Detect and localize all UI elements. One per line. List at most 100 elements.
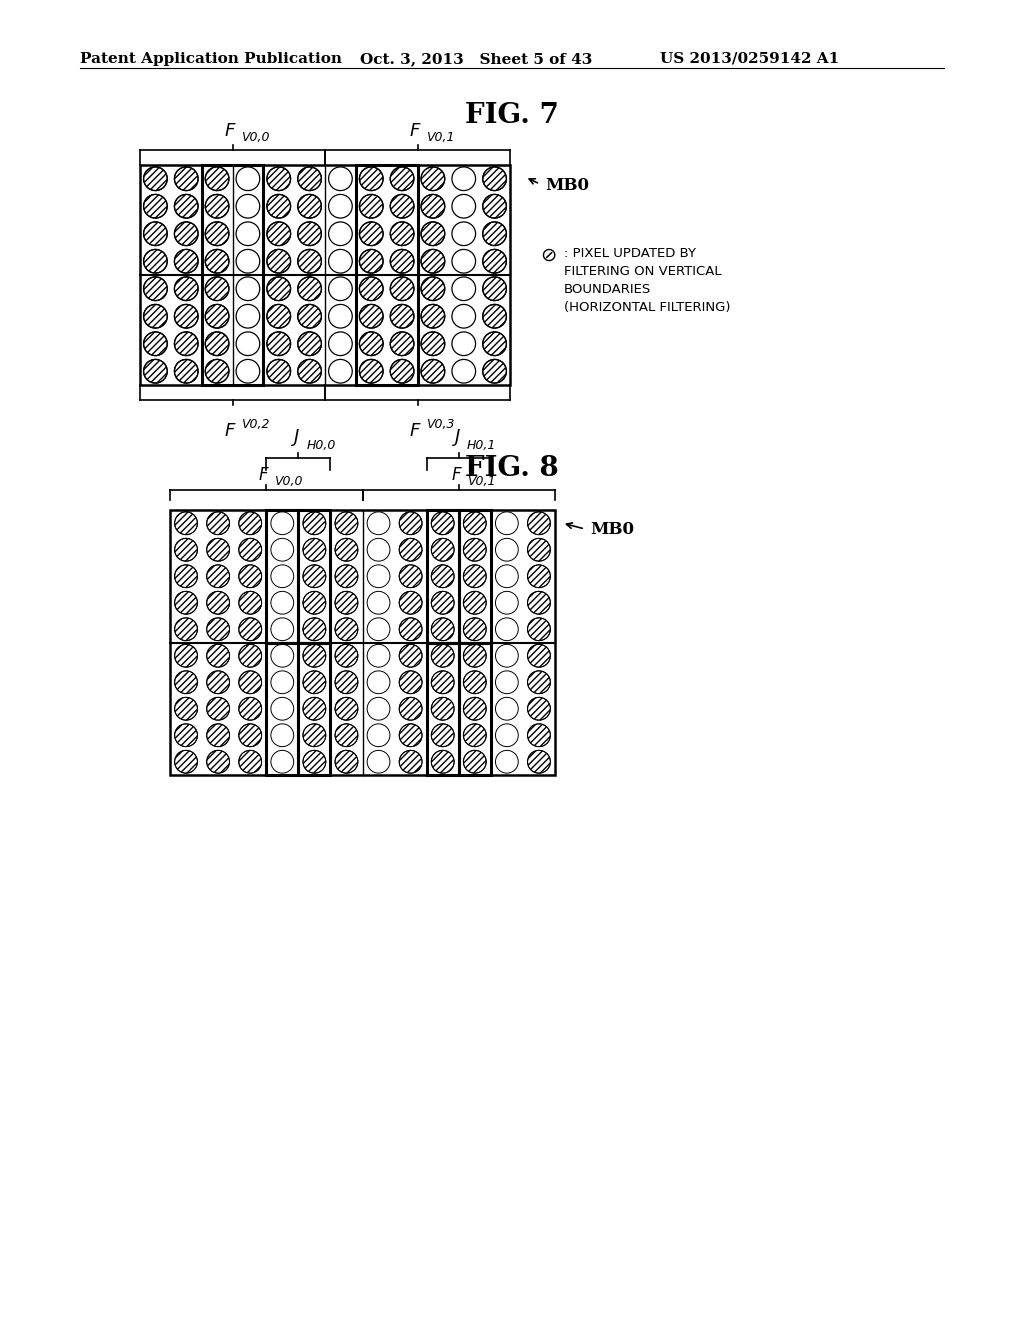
Text: US 2013/0259142 A1: US 2013/0259142 A1 — [660, 51, 840, 66]
Circle shape — [303, 750, 326, 774]
Circle shape — [390, 194, 414, 218]
Circle shape — [271, 591, 294, 614]
Circle shape — [303, 591, 326, 614]
Circle shape — [298, 222, 322, 246]
Circle shape — [452, 194, 475, 218]
Circle shape — [482, 331, 507, 355]
Circle shape — [175, 644, 198, 667]
Circle shape — [431, 723, 454, 747]
Text: V0,2: V0,2 — [242, 418, 270, 432]
Circle shape — [205, 359, 229, 383]
Circle shape — [174, 305, 198, 329]
Circle shape — [207, 671, 229, 693]
Circle shape — [464, 723, 486, 747]
Circle shape — [175, 512, 198, 535]
Text: $\mathit{F}$: $\mathit{F}$ — [258, 466, 270, 484]
Text: : PIXEL UPDATED BY
FILTERING ON VERTICAL
BOUNDARIES
(HORIZONTAL FILTERING): : PIXEL UPDATED BY FILTERING ON VERTICAL… — [564, 247, 730, 314]
Circle shape — [482, 222, 507, 246]
Circle shape — [496, 539, 518, 561]
Circle shape — [496, 671, 518, 693]
Circle shape — [421, 305, 444, 329]
Circle shape — [271, 750, 294, 774]
Circle shape — [464, 618, 486, 640]
Circle shape — [335, 644, 357, 667]
Circle shape — [464, 591, 486, 614]
Circle shape — [390, 331, 414, 355]
Circle shape — [359, 166, 383, 190]
Circle shape — [239, 512, 261, 535]
Circle shape — [464, 697, 486, 721]
Circle shape — [298, 277, 322, 301]
Circle shape — [207, 644, 229, 667]
Circle shape — [368, 750, 390, 774]
Circle shape — [237, 194, 260, 218]
Circle shape — [329, 222, 352, 246]
Text: $\mathit{F}$: $\mathit{F}$ — [224, 422, 237, 440]
Circle shape — [452, 277, 475, 301]
Circle shape — [298, 359, 322, 383]
Circle shape — [390, 166, 414, 190]
Circle shape — [303, 671, 326, 693]
Circle shape — [237, 359, 260, 383]
Circle shape — [237, 166, 260, 190]
Circle shape — [399, 618, 422, 640]
Circle shape — [239, 565, 261, 587]
Circle shape — [205, 222, 229, 246]
Circle shape — [207, 618, 229, 640]
Circle shape — [239, 644, 261, 667]
Text: FIG. 8: FIG. 8 — [465, 455, 559, 482]
Circle shape — [359, 331, 383, 355]
Circle shape — [175, 697, 198, 721]
Bar — [202, 165, 263, 385]
Circle shape — [431, 591, 454, 614]
Circle shape — [527, 697, 550, 721]
Circle shape — [431, 644, 454, 667]
Circle shape — [298, 305, 322, 329]
Circle shape — [239, 591, 261, 614]
Circle shape — [335, 671, 357, 693]
Circle shape — [431, 565, 454, 587]
Bar — [298, 643, 331, 775]
Text: V0,1: V0,1 — [467, 475, 496, 488]
Circle shape — [239, 750, 261, 774]
Circle shape — [207, 697, 229, 721]
Circle shape — [464, 644, 486, 667]
Circle shape — [399, 512, 422, 535]
Circle shape — [271, 565, 294, 587]
Circle shape — [303, 723, 326, 747]
Circle shape — [452, 331, 475, 355]
Bar — [459, 510, 490, 643]
Bar — [140, 165, 510, 385]
Circle shape — [452, 222, 475, 246]
Circle shape — [368, 697, 390, 721]
Circle shape — [399, 591, 422, 614]
Circle shape — [496, 644, 518, 667]
Circle shape — [368, 618, 390, 640]
Circle shape — [390, 277, 414, 301]
Circle shape — [205, 277, 229, 301]
Circle shape — [143, 249, 167, 273]
Circle shape — [239, 697, 261, 721]
Bar — [170, 510, 555, 775]
Circle shape — [174, 277, 198, 301]
Circle shape — [421, 166, 444, 190]
Circle shape — [496, 565, 518, 587]
Circle shape — [205, 305, 229, 329]
Circle shape — [174, 359, 198, 383]
Circle shape — [207, 512, 229, 535]
Circle shape — [271, 723, 294, 747]
Circle shape — [464, 539, 486, 561]
Circle shape — [390, 249, 414, 273]
Circle shape — [205, 331, 229, 355]
Circle shape — [496, 750, 518, 774]
Circle shape — [368, 512, 390, 535]
Circle shape — [482, 277, 507, 301]
Circle shape — [368, 671, 390, 693]
Text: V0,0: V0,0 — [242, 131, 270, 144]
Circle shape — [298, 166, 322, 190]
Circle shape — [303, 565, 326, 587]
Text: $\mathit{F}$: $\mathit{F}$ — [224, 121, 237, 140]
Circle shape — [207, 565, 229, 587]
Circle shape — [527, 723, 550, 747]
Circle shape — [143, 277, 167, 301]
